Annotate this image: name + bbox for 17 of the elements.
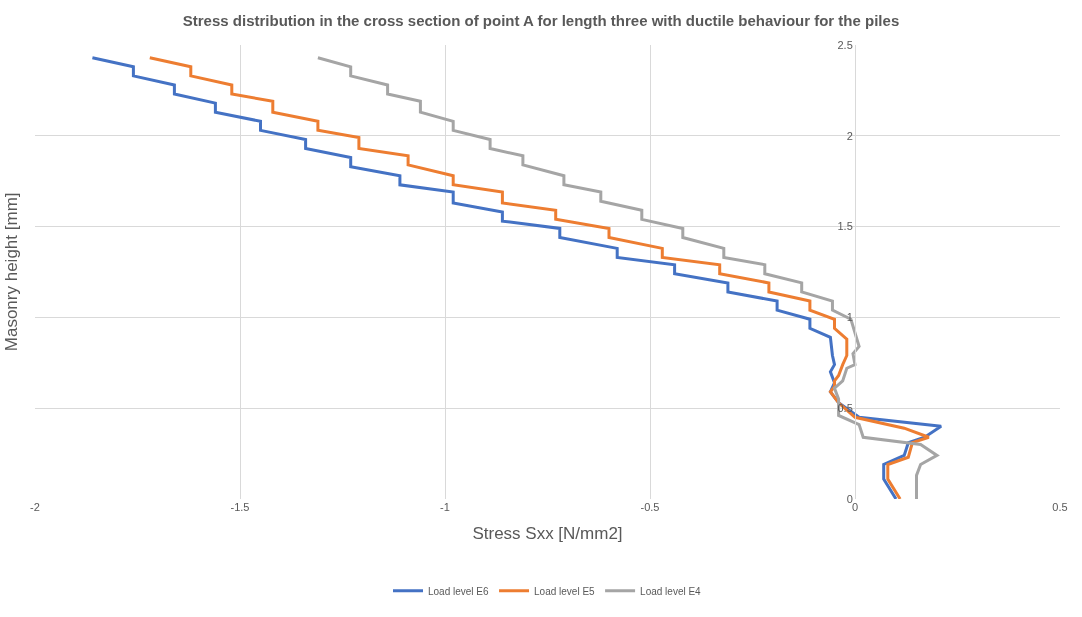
- x-tick-label: 0.5: [1052, 501, 1068, 513]
- x-tick-label: -2: [30, 501, 40, 513]
- legend-label: Load level E4: [640, 585, 702, 597]
- y-tick-label: 2.5: [837, 38, 853, 51]
- y-axis-title: Masonry height [mm]: [2, 192, 22, 352]
- y-tick-label: 0.5: [837, 402, 853, 415]
- legend-label: Load level E5: [534, 585, 596, 597]
- y-tick-label: 1.5: [837, 220, 853, 233]
- chart-title: Stress distribution in the cross section of point A for length three with ductile behaviour for the piles: [182, 11, 900, 29]
- y-tick-label: 1: [846, 311, 853, 324]
- x-axis-title: Stress Sxx [N/mm2]: [472, 524, 623, 544]
- y-tick-label: 2: [846, 129, 853, 142]
- x-tick-label: -0.5: [640, 501, 660, 513]
- legend-label: Load level E6: [428, 585, 490, 597]
- y-tick-label: 0: [846, 492, 853, 505]
- x-tick-label: -1.5: [230, 501, 250, 513]
- x-tick-label: -1: [440, 501, 450, 513]
